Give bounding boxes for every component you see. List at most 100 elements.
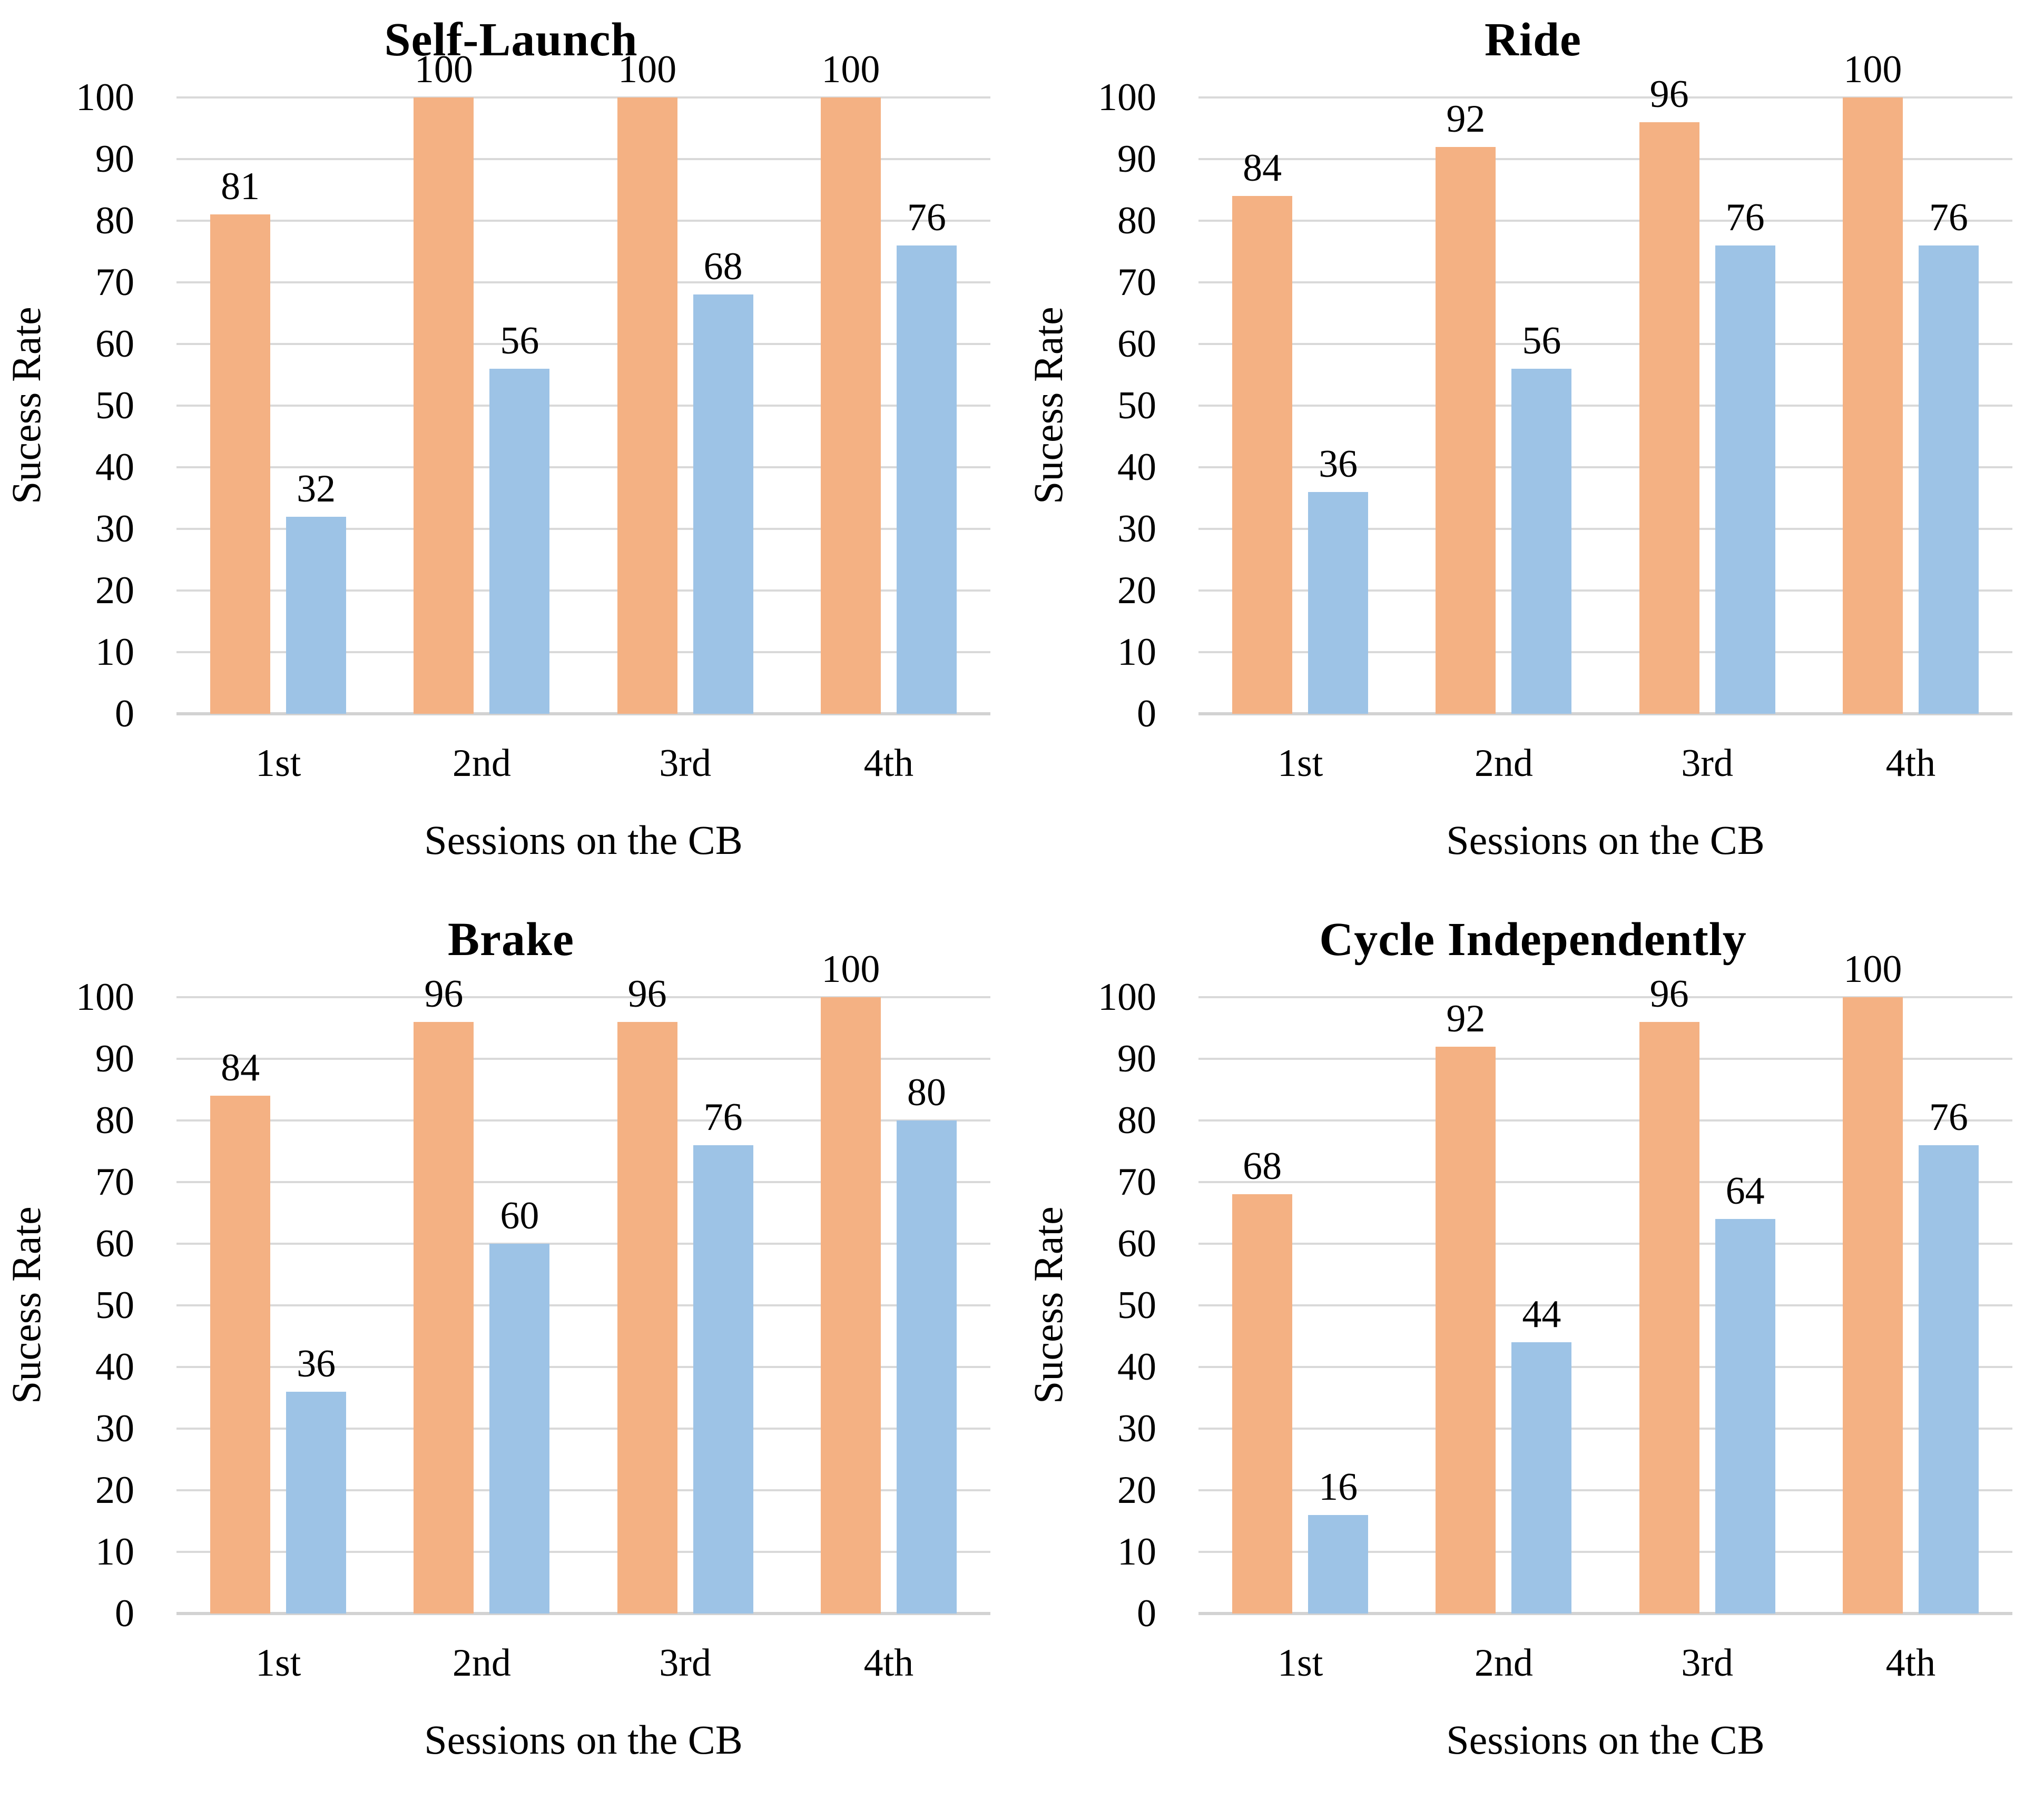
blue-bar-2nd: 60 xyxy=(489,1196,550,1614)
y-tick-label: 60 xyxy=(1117,1222,1156,1265)
bar-group-1st: 81 32 xyxy=(176,97,380,714)
y-tick-label: 40 xyxy=(95,446,134,489)
blue-bar-1st: 16 xyxy=(1308,1468,1369,1614)
x-category-labels: 1st 2nd 3rd 4th xyxy=(1198,744,2012,783)
x-category-labels: 1st 2nd 3rd 4th xyxy=(176,1644,990,1683)
orange-bar-1st: 84 xyxy=(1232,149,1293,714)
plot-area: 0 10 20 30 40 50 60 70 80 90 100 81 32 100 56 100 68 100 7… xyxy=(76,50,990,733)
chart-panel-self-launch: Self-Launch Sucess Rate 0 10 20 30 40 50 60 70 8… xyxy=(0,0,1022,900)
y-tick-label: 10 xyxy=(1117,631,1156,674)
blue-bar-1st: 36 xyxy=(1308,445,1369,714)
gridline xyxy=(1198,466,2012,468)
x-tick-label-2nd: 2nd xyxy=(452,742,511,785)
gridline xyxy=(1198,528,2012,530)
gridline xyxy=(176,343,990,345)
gridline xyxy=(1198,281,2012,283)
bar-value-label: 96 xyxy=(627,972,667,1016)
gridline xyxy=(176,96,990,99)
bar-value-label: 80 xyxy=(907,1071,946,1114)
y-tick-label: 90 xyxy=(1117,1037,1156,1080)
x-axis-line xyxy=(176,712,990,715)
bar-group-4th: 100 76 xyxy=(1809,50,2012,714)
gridline xyxy=(1198,96,2012,99)
blue-bar-2nd: 56 xyxy=(489,321,550,714)
x-tick-label-4th: 4th xyxy=(863,742,914,785)
bar-groups: 81 32 100 56 100 68 100 76 xyxy=(176,50,990,714)
y-tick-label: 60 xyxy=(1117,322,1156,366)
y-tick-label: 80 xyxy=(1117,1099,1156,1142)
gridline xyxy=(1198,343,2012,345)
orange-bar-2nd: 92 xyxy=(1436,100,1496,714)
y-axis-title: Sucess Rate xyxy=(3,307,49,505)
x-tick-label-1st: 1st xyxy=(1277,1641,1323,1685)
x-tick-label-4th: 4th xyxy=(863,1641,914,1685)
bar-value-label: 68 xyxy=(703,245,743,289)
blue-bar-4th: 76 xyxy=(896,198,957,714)
chart-title: Self-Launch xyxy=(384,14,638,66)
gridline xyxy=(1198,1551,2012,1553)
y-tick-label: 90 xyxy=(95,137,134,181)
bar-value-label: 64 xyxy=(1725,1169,1765,1213)
x-tick-label-2nd: 2nd xyxy=(452,1641,511,1685)
bar-group-2nd: 92 44 xyxy=(1402,997,1605,1614)
y-tick-label: 90 xyxy=(95,1037,134,1080)
x-tick-label-1st: 1st xyxy=(255,1641,301,1685)
bar-value-label: 81 xyxy=(221,165,260,209)
orange-bar-2nd: 100 xyxy=(414,50,474,714)
chart-panel-cycle-independently: Cycle Independently Sucess Rate 0 10 20 30 4… xyxy=(1022,900,2044,1800)
gridline xyxy=(176,1428,990,1430)
bar-group-2nd: 92 56 xyxy=(1402,97,1605,714)
gridline xyxy=(176,220,990,222)
bar-value-label: 100 xyxy=(1843,948,1902,991)
bar-value-label: 76 xyxy=(1929,1095,1968,1139)
gridline xyxy=(1198,1366,2012,1368)
x-axis-title: Sessions on the CB xyxy=(1446,1717,1765,1763)
gridline xyxy=(176,1058,990,1060)
bar-value-label: 76 xyxy=(703,1095,743,1139)
bar-value-label: 76 xyxy=(1929,195,1968,239)
bar-value-label: 100 xyxy=(414,48,473,91)
y-tick-label: 20 xyxy=(1117,569,1156,612)
y-tick-label: 20 xyxy=(1117,1469,1156,1512)
y-tick-label: 60 xyxy=(95,322,134,366)
bar-value-label: 92 xyxy=(1446,997,1486,1040)
chart-title: Cycle Independently xyxy=(1319,913,1747,966)
y-tick-label: 30 xyxy=(95,1407,134,1450)
bar-value-label: 84 xyxy=(221,1046,260,1090)
bar-group-2nd: 100 56 xyxy=(380,50,583,714)
y-tick-label: 0 xyxy=(115,1592,134,1635)
bar-value-label: 76 xyxy=(1725,195,1765,239)
bar-group-3rd: 100 68 xyxy=(584,50,787,714)
x-axis-title: Sessions on the CB xyxy=(424,1717,743,1763)
plot-area: 0 10 20 30 40 50 60 70 80 90 100 84 36 92 56 96 76 100 76 xyxy=(1098,50,2012,733)
gridline xyxy=(1198,1428,2012,1430)
gridline xyxy=(176,1551,990,1553)
x-tick-label-2nd: 2nd xyxy=(1474,1641,1533,1685)
bar-group-1st: 84 36 xyxy=(1198,97,1402,714)
blue-bar-4th: 80 xyxy=(896,1073,957,1614)
y-tick-label: 30 xyxy=(95,507,134,550)
chart-title: Ride xyxy=(1485,14,1581,66)
y-tick-label: 100 xyxy=(1098,76,1156,119)
blue-bar-2nd: 44 xyxy=(1511,1295,1572,1614)
chart-panel-brake: Brake Sucess Rate 0 10 20 30 40 50 60 70 80 90 100… xyxy=(0,900,1022,1800)
bar-group-3rd: 96 76 xyxy=(1606,75,1809,714)
gridline xyxy=(176,528,990,530)
y-tick-label: 90 xyxy=(1117,137,1156,181)
y-tick-label: 30 xyxy=(1117,1407,1156,1450)
y-tick-label: 40 xyxy=(95,1345,134,1389)
plot-area: 0 10 20 30 40 50 60 70 80 90 100 68 16 92 44 96 64 100 76 xyxy=(1098,950,2012,1633)
bar-group-2nd: 96 60 xyxy=(380,975,583,1614)
bar-group-4th: 100 80 xyxy=(787,950,990,1614)
bar-group-4th: 100 76 xyxy=(1809,950,2012,1614)
gridline xyxy=(176,1489,990,1491)
x-axis-title: Sessions on the CB xyxy=(424,817,743,863)
gridline xyxy=(176,158,990,160)
bar-value-label: 100 xyxy=(821,48,880,91)
gridline xyxy=(176,405,990,407)
blue-bar-3rd: 76 xyxy=(1715,198,1775,714)
orange-bar-4th: 100 xyxy=(1842,950,1903,1614)
bar-value-label: 76 xyxy=(907,195,946,239)
gridline xyxy=(1198,996,2012,998)
